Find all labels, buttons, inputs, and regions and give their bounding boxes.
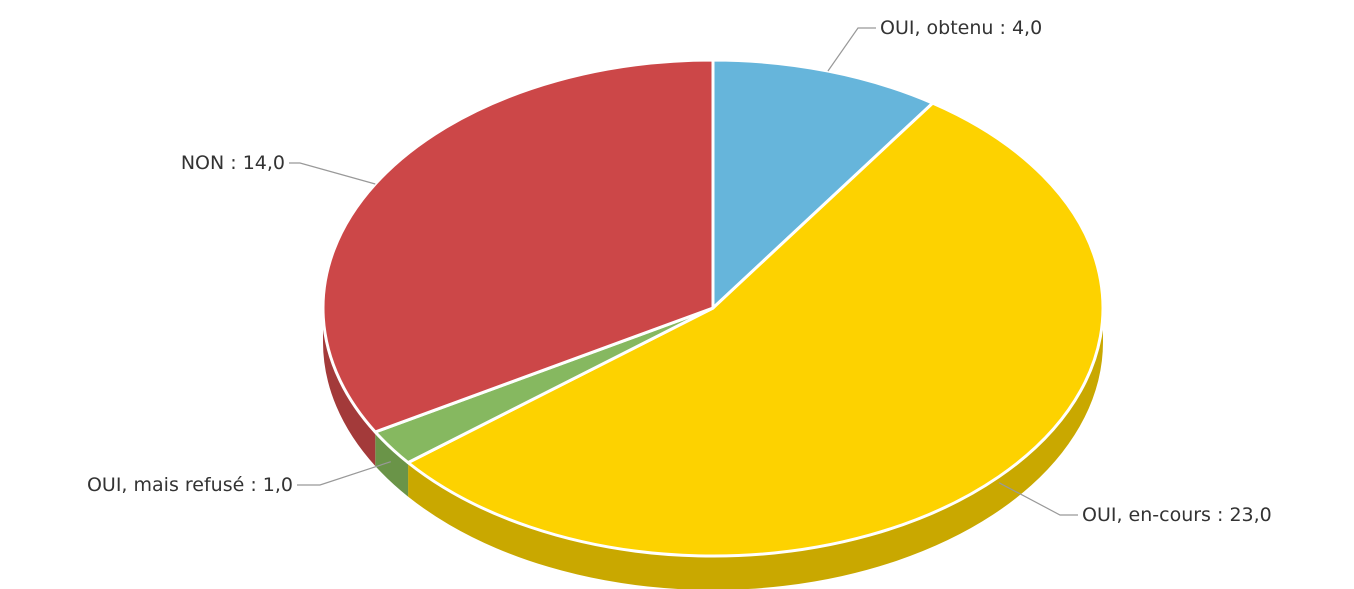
value-label: 23,0 <box>1229 504 1271 526</box>
value-label: 1,0 <box>263 474 293 496</box>
data-label: NON : 14,0 <box>181 152 285 174</box>
label-separator: : <box>244 474 262 496</box>
label-separator: : <box>1211 504 1229 526</box>
leader-line <box>998 482 1078 516</box>
slice-side <box>323 308 376 466</box>
category-name: OUI, obtenu <box>880 17 993 39</box>
data-label: OUI, en-cours : 23,0 <box>1082 504 1272 526</box>
value-label: 4,0 <box>1012 17 1042 39</box>
data-label: OUI, mais refusé : 1,0 <box>87 474 293 496</box>
leader-line <box>297 461 391 486</box>
category-name: OUI, en-cours <box>1082 504 1211 526</box>
data-label: OUI, obtenu : 4,0 <box>880 17 1042 39</box>
label-separator: : <box>224 152 242 174</box>
leader-line <box>289 162 376 185</box>
leader-line <box>827 27 876 72</box>
category-name: OUI, mais refusé <box>87 474 244 496</box>
slice <box>406 101 1105 558</box>
category-name: NON <box>181 152 224 174</box>
label-separator: : <box>993 17 1011 39</box>
value-label: 14,0 <box>243 152 285 174</box>
slice <box>711 58 935 310</box>
slice-side <box>375 432 409 497</box>
slice-side <box>408 308 1103 589</box>
